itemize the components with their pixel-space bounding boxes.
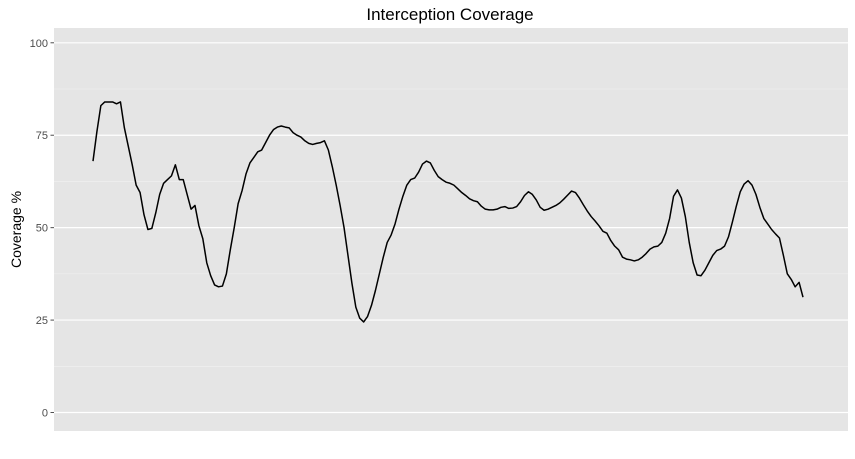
chart-title: Interception Coverage [366, 5, 533, 24]
series-layer [92, 101, 804, 323]
y-tick-label: 0 [42, 408, 48, 420]
y-tick-label: 25 [36, 315, 48, 327]
series-line [92, 101, 804, 323]
y-axis-title: Coverage % [8, 191, 24, 268]
plot-panel [54, 28, 848, 431]
y-tick-label: 100 [30, 38, 48, 50]
minor-gridlines [54, 88, 848, 367]
y-tick-label: 50 [36, 223, 48, 235]
y-axis-ticks: 0 25 50 75 100 [30, 38, 54, 420]
y-tick-label: 75 [36, 130, 48, 142]
major-gridlines [54, 42, 848, 414]
